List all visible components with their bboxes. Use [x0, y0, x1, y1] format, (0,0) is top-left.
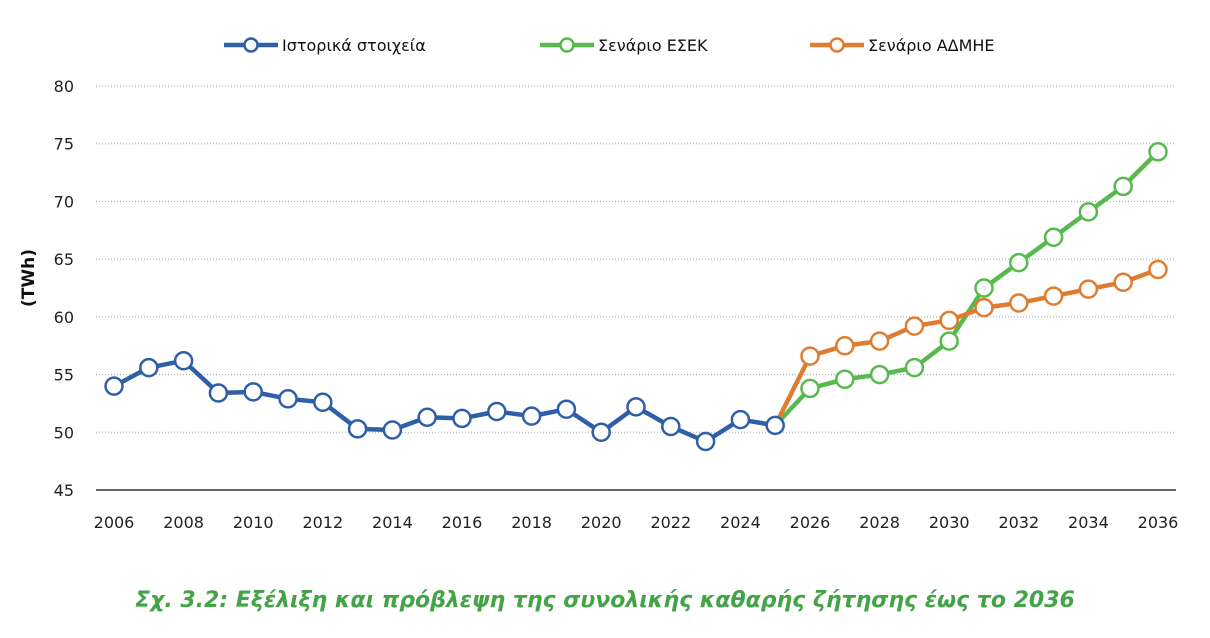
x-tick-label: 2036 [1138, 513, 1179, 532]
line-chart: 45 50 55 60 65 70 75 80 2006 2008 2010 2012 2014 201… [19, 36, 1179, 532]
y-tick-label: 80 [54, 77, 74, 96]
data-point [208, 383, 229, 403]
x-tick-label: 2014 [372, 513, 413, 532]
y-axis-ticks: 45 50 55 60 65 70 75 80 [54, 77, 74, 500]
data-point [974, 278, 994, 298]
x-tick-label: 2032 [998, 513, 1039, 532]
y-axis-label: (TWh) [19, 249, 39, 307]
data-point [417, 407, 437, 428]
data-point [939, 310, 959, 331]
data-point [869, 331, 890, 351]
data-point [835, 369, 855, 389]
data-point [139, 357, 159, 378]
data-point [1009, 252, 1029, 273]
data-point [1009, 293, 1029, 313]
x-tick-label: 2018 [511, 513, 552, 532]
data-point [1078, 202, 1099, 222]
data-point [1148, 142, 1168, 162]
x-tick-label: 2010 [233, 513, 274, 532]
x-tick-label: 2016 [442, 513, 483, 532]
data-point [243, 382, 263, 402]
legend: Ιστορικά στοιχεία Σενάριο ΕΣΕΚ Σενάριο ΑΔΜ… [224, 36, 995, 55]
x-tick-label: 2008 [163, 513, 204, 532]
data-point [626, 397, 646, 417]
x-axis-ticks: 2006 2008 2010 2012 2014 2016 2018 2020 2022 2024… [94, 513, 1179, 532]
data-point [765, 415, 785, 436]
x-tick-label: 2026 [790, 513, 831, 532]
y-tick-label: 75 [54, 135, 74, 154]
data-point [939, 331, 959, 351]
legend-label: Σενάριο ΑΔΜΗΕ [868, 36, 995, 55]
data-point [452, 408, 472, 429]
data-point [521, 406, 542, 426]
x-tick-label: 2006 [94, 513, 135, 532]
data-point [974, 297, 994, 318]
legend-marker [829, 37, 845, 53]
figure-caption: Σχ. 3.2: Εξέλιξη και πρόβλεψη της συνολι… [135, 588, 1075, 613]
data-point [104, 376, 124, 396]
data-point [1078, 279, 1099, 299]
gridlines [96, 85, 1176, 433]
legend-marker [559, 37, 575, 53]
legend-marker [243, 37, 259, 53]
y-tick-label: 60 [54, 308, 74, 327]
y-tick-label: 50 [54, 423, 74, 442]
data-point [835, 335, 855, 356]
data-point [347, 419, 368, 439]
data-point [904, 316, 925, 336]
data-point [556, 399, 577, 419]
data-point [1113, 176, 1133, 197]
x-tick-label: 2028 [859, 513, 900, 532]
data-point [800, 346, 820, 366]
x-tick-label: 2034 [1068, 513, 1109, 532]
y-tick-label: 55 [54, 366, 74, 385]
data-point [904, 357, 925, 378]
legend-label: Ιστορικά στοιχεία [282, 36, 426, 55]
data-point [591, 422, 611, 443]
data-point [730, 409, 751, 430]
x-tick-label: 2024 [720, 513, 761, 532]
series-group [104, 142, 1168, 452]
data-point [695, 431, 716, 452]
x-tick-label: 2022 [650, 513, 691, 532]
x-tick-label: 2030 [929, 513, 970, 532]
y-tick-label: 70 [54, 192, 74, 211]
data-point [173, 350, 194, 371]
x-tick-label: 2020 [581, 513, 622, 532]
data-point [278, 389, 298, 409]
y-tick-label: 65 [54, 250, 74, 269]
data-point [382, 420, 403, 440]
data-point [1113, 272, 1133, 292]
x-tick-label: 2012 [302, 513, 343, 532]
data-point [487, 401, 507, 422]
data-point [1043, 286, 1064, 306]
y-tick-label: 45 [54, 481, 74, 500]
data-point [313, 392, 333, 413]
data-point [1043, 227, 1064, 247]
data-point [1148, 259, 1168, 280]
data-point [869, 364, 890, 385]
legend-label: Σενάριο ΕΣΕΚ [598, 36, 708, 55]
data-point [800, 378, 820, 399]
data-point [661, 416, 681, 437]
series-line [773, 267, 1159, 427]
